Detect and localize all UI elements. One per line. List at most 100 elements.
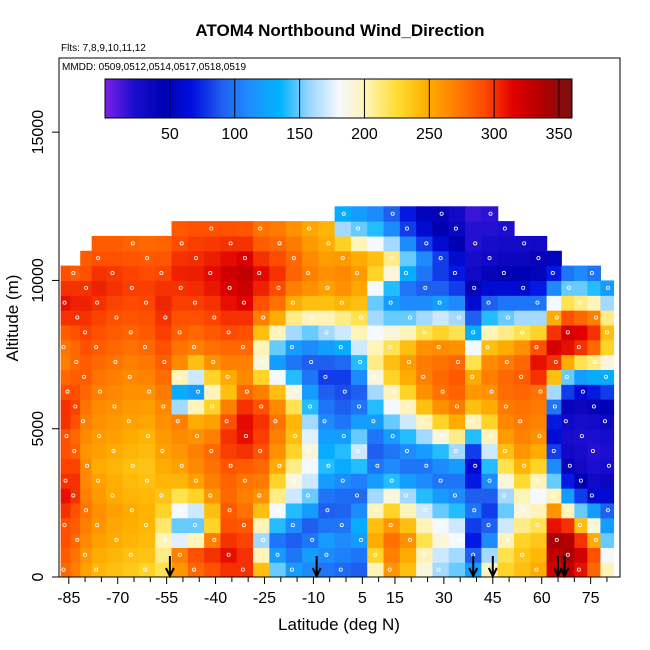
heatmap-cell <box>561 443 575 459</box>
heatmap-cell <box>80 547 93 563</box>
heatmap-cell <box>80 369 93 385</box>
heatmap-cell <box>60 339 72 356</box>
observation-marker <box>326 241 331 246</box>
heatmap-cell <box>432 473 450 489</box>
heatmap-cell <box>236 547 254 563</box>
x-axis: -85 -70 -55 -40 -25 -10 5 15 30 45 60 75 <box>57 577 608 607</box>
observation-marker <box>521 285 526 290</box>
observation-marker <box>603 374 608 379</box>
heatmap-cell <box>253 280 270 296</box>
observation-marker <box>602 419 607 424</box>
observation-marker <box>277 463 282 468</box>
heatmap-cell <box>448 295 466 311</box>
heatmap-cell <box>334 369 352 385</box>
observation-marker <box>325 285 330 290</box>
heatmap-cell <box>367 413 385 430</box>
colorbar-tick-label: 100 <box>221 126 248 143</box>
observation-marker <box>162 359 167 364</box>
heatmap-cell <box>122 517 140 534</box>
observation-marker <box>605 285 610 290</box>
heatmap-cell <box>432 502 450 519</box>
heatmap-cell <box>60 488 72 504</box>
observation-marker <box>486 300 491 305</box>
heatmap-cell <box>80 384 93 400</box>
observation-marker <box>407 537 412 542</box>
heatmap-cell <box>285 443 303 459</box>
heatmap-cell <box>432 265 450 282</box>
heatmap-cell <box>220 473 238 489</box>
heatmap-cell <box>269 280 287 296</box>
observation-marker <box>504 359 509 364</box>
heatmap-cell <box>285 488 303 504</box>
heatmap-cell <box>383 413 401 430</box>
heatmap-cell <box>106 384 124 400</box>
x-tick-label: -55 <box>155 590 178 607</box>
heatmap-cell <box>530 280 548 296</box>
heatmap-cell <box>600 280 615 296</box>
heatmap-cell <box>367 562 385 577</box>
heatmap-cell <box>171 547 189 563</box>
heatmap-cell <box>204 339 222 356</box>
observation-marker <box>489 389 494 394</box>
heatmap-cell <box>350 473 368 489</box>
heatmap-cell <box>204 369 222 385</box>
observation-marker <box>589 271 594 276</box>
heatmap-cell <box>70 324 81 341</box>
heatmap-cell <box>367 517 385 534</box>
heatmap-cell <box>236 221 254 237</box>
heatmap-cell <box>91 488 107 504</box>
heatmap-cell <box>399 339 417 356</box>
heatmap-cell <box>367 280 385 296</box>
observation-marker <box>606 463 611 468</box>
observation-marker <box>422 552 427 557</box>
observation-marker <box>579 434 584 439</box>
heatmap-cell <box>80 413 93 430</box>
heatmap-cell <box>600 488 615 504</box>
observation-marker <box>110 271 115 276</box>
y-tick-label: 0 <box>30 572 47 581</box>
observation-marker <box>373 552 378 557</box>
observation-marker <box>84 285 89 290</box>
heatmap-cell <box>497 235 515 252</box>
heatmap-cell <box>285 324 303 341</box>
observation-marker <box>112 404 117 409</box>
heatmap-cell <box>367 428 385 445</box>
heatmap-cell <box>122 413 140 430</box>
heatmap-cell <box>80 517 93 534</box>
heatmap-cell <box>138 428 156 445</box>
heatmap-cell <box>318 502 336 519</box>
heatmap-cell <box>399 502 417 519</box>
heatmap-cell <box>399 369 417 385</box>
observation-marker <box>127 374 132 379</box>
heatmap-cell <box>600 339 615 356</box>
x-tick-label: -40 <box>204 590 227 607</box>
heatmap-cell <box>587 502 602 519</box>
observation-marker <box>159 493 164 498</box>
observation-marker <box>423 508 428 513</box>
heatmap-cell <box>285 547 303 563</box>
heatmap-cell <box>220 280 238 296</box>
heatmap-cell <box>253 250 270 267</box>
heatmap-cell <box>285 473 303 489</box>
observation-marker <box>241 523 246 528</box>
observation-marker <box>342 389 347 394</box>
heatmap-cell <box>318 547 336 563</box>
observation-marker <box>75 537 80 542</box>
heatmap-cell <box>530 399 548 415</box>
heatmap-cell <box>334 354 352 370</box>
heatmap-cell <box>530 354 548 370</box>
observation-marker <box>195 389 200 394</box>
heatmap-cell <box>60 458 72 474</box>
observation-marker <box>576 345 581 350</box>
heatmap-cell <box>253 413 270 430</box>
observation-marker <box>163 315 168 320</box>
heatmap-cell <box>187 547 205 563</box>
heatmap-cell <box>171 562 189 577</box>
observation-marker <box>375 463 380 468</box>
heatmap-cell <box>269 517 287 534</box>
heatmap-cell <box>513 339 531 356</box>
heatmap-cell <box>318 399 336 415</box>
observation-marker <box>225 374 230 379</box>
heatmap-cell <box>530 250 548 267</box>
heatmap-cell <box>432 354 450 370</box>
